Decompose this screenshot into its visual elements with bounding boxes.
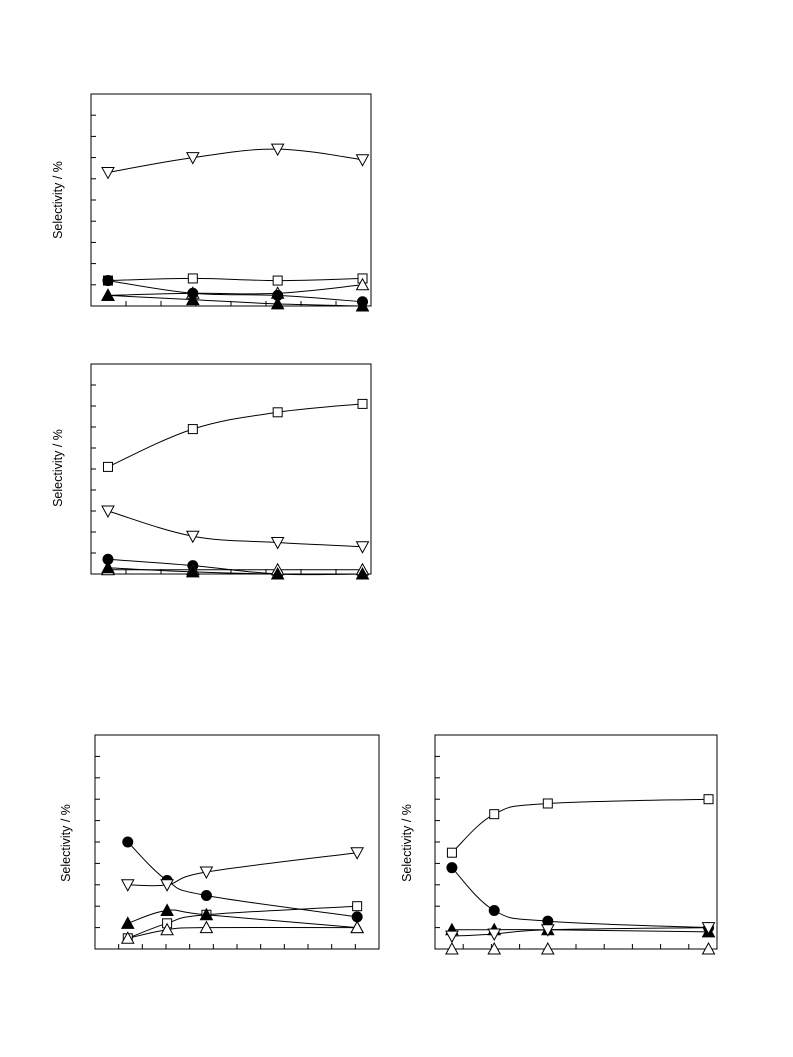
chart-panel-middle: Selectivity / %: [51, 363, 372, 580]
data-point-triangle-up-open: [160, 922, 174, 936]
plot-frame: [434, 734, 718, 950]
data-point-triangle-up-filled: [270, 566, 285, 580]
data-point-square-open: [352, 901, 363, 912]
plot-frame: [90, 363, 372, 575]
data-point-triangle-up-filled: [185, 564, 200, 578]
data-point-triangle-down-open: [185, 530, 200, 544]
data-point-triangle-up-filled: [120, 916, 135, 929]
series-line-triangle-down-open: [107, 510, 363, 548]
data-point-triangle-up-open: [355, 277, 370, 291]
plot-frame: [94, 734, 380, 950]
data-point-triangle-down-open: [185, 152, 200, 165]
data-point-triangle-up-filled: [101, 560, 115, 574]
data-point-square-open: [187, 424, 198, 435]
chart-panel-bottom-left: Selectivity / %: [59, 734, 380, 950]
data-point-square-open: [489, 809, 500, 820]
series-line-circle-filled: [127, 841, 358, 918]
data-point-triangle-up-filled: [199, 907, 214, 921]
series-line-triangle-up-open: [107, 284, 363, 296]
y-axis-label: Selectivity / %: [51, 429, 65, 507]
data-point-triangle-up-filled: [355, 566, 370, 580]
data-point-triangle-up-filled: [101, 288, 115, 301]
data-point-triangle-down-open: [199, 866, 214, 880]
data-point-triangle-down-open: [355, 541, 370, 554]
data-point-triangle-down-open: [445, 930, 459, 944]
data-point-triangle-down-open: [540, 924, 555, 937]
plot-frame: [90, 93, 372, 307]
data-point-triangle-down-open: [487, 928, 502, 942]
data-point-circle-filled: [446, 862, 458, 874]
series-line-square-open: [127, 905, 358, 939]
series-line-circle-filled: [107, 558, 363, 576]
data-point-triangle-up-open: [120, 931, 135, 944]
data-point-triangle-up-filled: [185, 292, 200, 306]
series-line-triangle-up-filled: [107, 567, 363, 575]
data-point-square-open: [187, 273, 198, 284]
data-point-triangle-down-open: [350, 847, 364, 860]
series-line-triangle-down-open: [451, 927, 709, 937]
data-point-triangle-down-open: [701, 922, 716, 935]
series-line-triangle-down-open: [107, 148, 363, 173]
data-point-triangle-down-open: [101, 505, 115, 519]
data-point-circle-filled: [488, 904, 500, 916]
series-line-triangle-up-open: [127, 926, 358, 939]
series-line-square-open: [107, 403, 363, 468]
data-point-square-open: [542, 798, 553, 809]
data-point-triangle-up-open: [701, 941, 716, 955]
y-axis-label: Selectivity / %: [59, 804, 73, 882]
chart-panel-top: Selectivity / %: [51, 93, 372, 312]
data-point-triangle-down-open: [101, 166, 115, 180]
series-line-square-open: [107, 277, 363, 282]
series-line-triangle-up-filled: [127, 909, 358, 929]
data-point-triangle-up-open: [487, 941, 502, 955]
data-point-triangle-down-open: [270, 537, 285, 550]
series-line-square-open: [451, 798, 709, 854]
series-line-circle-filled: [107, 280, 363, 303]
data-point-triangle-down-open: [355, 154, 370, 167]
data-point-triangle-up-filled: [270, 296, 285, 310]
data-point-square-open: [446, 847, 457, 858]
series-line-triangle-up-filled: [451, 929, 709, 933]
data-point-triangle-down-open: [270, 143, 285, 157]
y-axis-label: Selectivity / %: [400, 804, 414, 882]
data-point-square-open: [272, 275, 283, 286]
data-point-circle-filled: [122, 836, 134, 848]
data-point-circle-filled: [200, 890, 212, 901]
data-point-square-open: [272, 407, 283, 418]
data-point-triangle-up-open: [445, 941, 459, 955]
data-point-triangle-up-open: [350, 920, 364, 934]
series-line-triangle-up-filled: [107, 294, 363, 307]
data-point-square-open: [357, 398, 368, 409]
data-point-triangle-up-open: [199, 920, 214, 934]
data-point-circle-filled: [102, 275, 114, 287]
chart-panel-bottom-right: Selectivity / %: [400, 734, 718, 955]
data-point-triangle-down-open: [160, 879, 174, 892]
y-axis-label: Selectivity / %: [51, 161, 65, 239]
data-point-triangle-up-open: [540, 941, 555, 955]
series-line-triangle-down-open: [127, 852, 358, 887]
data-point-square-open: [102, 461, 113, 472]
data-point-triangle-down-open: [120, 879, 135, 892]
series-line-circle-filled: [451, 867, 709, 929]
data-point-triangle-up-filled: [355, 298, 370, 312]
data-point-circle-filled: [351, 911, 363, 923]
data-point-triangle-up-filled: [160, 903, 174, 916]
data-point-square-open: [703, 794, 714, 805]
